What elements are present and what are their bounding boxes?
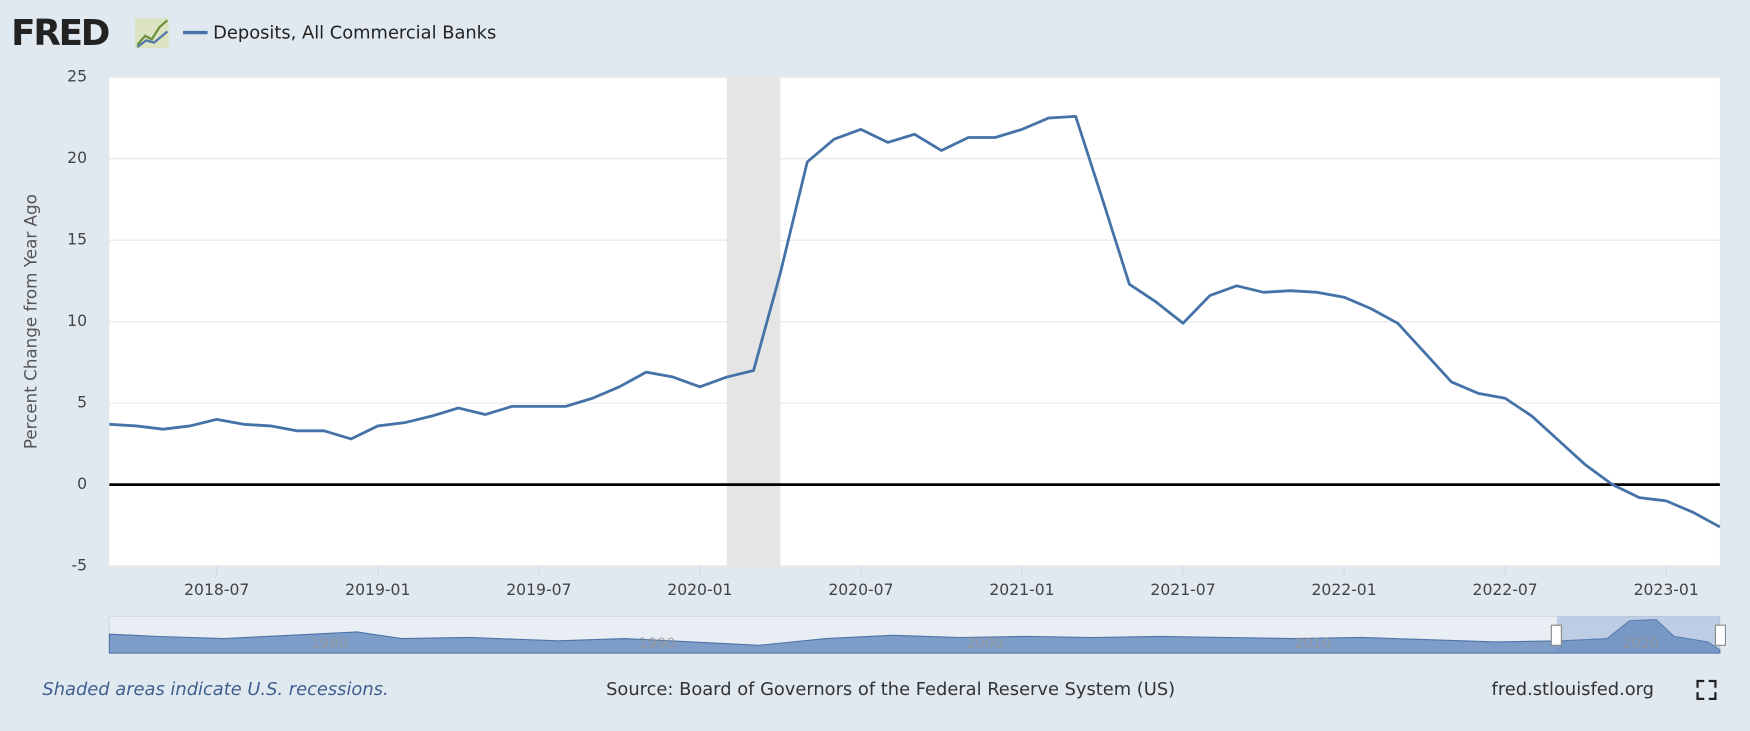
navigator-label: 2000 [966, 636, 1003, 652]
x-tick-label: 2020-07 [828, 581, 893, 599]
x-tick-label: 2021-07 [1150, 581, 1215, 599]
x-tick-label: 2021-01 [989, 581, 1054, 599]
x-tick-label: 2019-07 [506, 581, 571, 599]
navigator-label: 2010 [1294, 636, 1331, 652]
y-tick-label: 15 [67, 231, 87, 249]
y-tick-label: 25 [67, 68, 87, 86]
fullscreen-button[interactable] [1696, 679, 1717, 700]
y-tick-label: 5 [77, 394, 87, 412]
x-tick-label: 2022-07 [1473, 581, 1538, 599]
x-tick-label: 2019-01 [345, 581, 410, 599]
y-tick-label: 20 [67, 149, 87, 167]
x-tick-label: 2023-01 [1634, 581, 1699, 599]
navigator-label: 1990 [639, 636, 676, 652]
y-axis-label: Percent Change from Year Ago [20, 194, 40, 449]
navigator-label: 2020 [1622, 636, 1659, 652]
y-tick-label: 0 [77, 475, 87, 493]
logo-icon [135, 18, 169, 49]
x-tick-label: 2018-07 [184, 581, 249, 599]
data-line [109, 114, 1721, 529]
site-link[interactable]: fred.stlouisfed.org [1492, 679, 1654, 700]
y-tick-label: -5 [71, 557, 87, 575]
recession-note: Shaded areas indicate U.S. recessions. [42, 679, 388, 700]
navigator-label: 1980 [311, 636, 348, 652]
x-tick-label: 2022-01 [1311, 581, 1376, 599]
x-tick-label: 2020-01 [667, 581, 732, 599]
logo: FRED [11, 13, 109, 54]
y-tick-label: 10 [67, 312, 87, 330]
source: Source: Board of Governors of the Federa… [606, 679, 1175, 700]
navigator: 1980 1990 2000 2010 2020 [108, 615, 1727, 654]
legend-label[interactable]: Deposits, All Commercial Banks [213, 23, 496, 44]
